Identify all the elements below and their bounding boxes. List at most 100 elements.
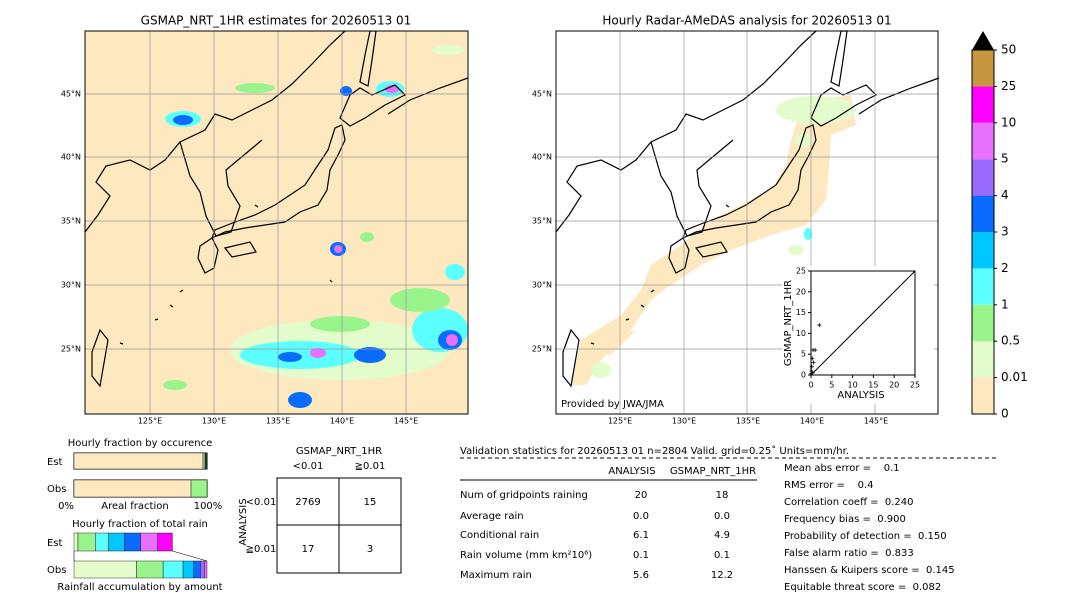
- colorbar-segment: [972, 341, 994, 378]
- fraction-segment: [108, 532, 125, 552]
- caption: Rainfall accumulation by amount: [57, 582, 222, 593]
- lon-label: 125°E: [608, 417, 632, 426]
- x-tick-label: 25: [910, 381, 920, 390]
- map-grid: [556, 31, 938, 414]
- lat-label: 25°N: [61, 345, 81, 354]
- colorbar-segment: [972, 159, 994, 196]
- fraction-segment: [124, 532, 141, 552]
- scatter-frame: [810, 270, 916, 376]
- x-tick-label: 5: [829, 381, 834, 390]
- gsmap-value: 0.1: [714, 550, 730, 561]
- colorbar-segment: [972, 377, 994, 414]
- colorbar-segment: [972, 86, 994, 123]
- row-axis-label: ANALYSIS: [238, 498, 249, 545]
- colorbar-label: 25: [1001, 79, 1016, 93]
- analysis-value: 0.1: [633, 550, 649, 561]
- fraction-segment: [204, 560, 208, 579]
- fraction-segment: [77, 532, 96, 552]
- scatter-point: [809, 371, 813, 376]
- score: Mean abs error = 0.1: [784, 463, 900, 474]
- y-axis-label: GSMAP_NRT_1HR: [783, 280, 794, 366]
- colorbar-label: 4: [1001, 188, 1009, 202]
- lat-label: 35°N: [61, 217, 81, 226]
- fraction-segment: [204, 452, 208, 470]
- panel-title: Hourly fraction of total rain: [72, 519, 208, 530]
- colorbar-label: 5: [1001, 152, 1009, 166]
- map-title: GSMAP_NRT_1HR estimates for 20260513 01: [141, 14, 412, 28]
- y-tick-label: 5: [801, 350, 806, 359]
- fraction-segment: [73, 452, 204, 470]
- lon-label: 140°E: [330, 417, 354, 426]
- lon-label: 145°E: [394, 417, 418, 426]
- y-tick-label: 10: [796, 329, 806, 338]
- lon-label: 130°E: [672, 417, 696, 426]
- row-label: <0.01: [246, 497, 277, 508]
- lon-label: 145°E: [864, 417, 888, 426]
- lat-label: 30°N: [532, 281, 552, 290]
- fraction-segment: [73, 479, 192, 498]
- fraction-segment: [73, 532, 79, 552]
- row-label: Est: [47, 538, 63, 549]
- validation-stats: Validation statistics for 20260513 01 n=…: [460, 445, 996, 593]
- row-label: Obs: [47, 484, 66, 495]
- gsmap-value: 4.9: [714, 530, 730, 541]
- cell: 3: [367, 544, 373, 555]
- cell: 17: [302, 544, 315, 555]
- column-label: ≧0.01: [355, 461, 386, 472]
- gsmap-value: 12.2: [711, 570, 733, 581]
- y-tick-label: 25: [796, 267, 806, 276]
- x-tick-label: 10: [848, 381, 858, 390]
- lon-label: 140°E: [800, 417, 824, 426]
- axis-label: Areal fraction: [101, 501, 168, 512]
- score: Probability of detection = 0.150: [784, 531, 947, 542]
- map-title: Hourly Radar-AMeDAS analysis for 2026051…: [602, 14, 891, 28]
- scatter-point: [809, 368, 814, 373]
- colorbar-label: 50: [1001, 43, 1016, 57]
- score: RMS error = 0.4: [784, 480, 874, 491]
- fraction-segment: [200, 560, 205, 579]
- score: Frequency bias = 0.900: [784, 514, 906, 525]
- left-map: GSMAP_NRT_1HR estimates for 20260513 01: [84, 14, 469, 415]
- fraction-segment: [182, 560, 194, 579]
- colorbar-segment: [972, 268, 994, 305]
- x-tick-label: 0: [808, 381, 813, 390]
- row-label: ≧0.01: [246, 544, 277, 555]
- credit: Provided by JWA/JMA: [561, 399, 664, 410]
- lon-label: 135°E: [266, 417, 290, 426]
- connector: [172, 550, 208, 562]
- lat-label: 35°N: [532, 217, 552, 226]
- analysis-value: 0.0: [633, 511, 649, 522]
- colorbar-segment: [972, 304, 994, 342]
- y-tick-label: 0: [801, 371, 806, 380]
- fraction-segment: [162, 560, 184, 579]
- stats-header: Validation statistics for 20260513 01 n=…: [460, 445, 849, 457]
- panel-title: Hourly fraction by occurence: [68, 438, 212, 449]
- lat-label: 45°N: [61, 90, 81, 99]
- fraction-segment: [157, 532, 173, 552]
- y-tick-label: 15: [796, 308, 806, 317]
- analysis-value: 6.1: [633, 530, 649, 541]
- colorbar-extend: [972, 31, 994, 50]
- row-label: Conditional rain: [460, 530, 539, 541]
- colorbar-segment: [972, 195, 994, 232]
- lat-label: 40°N: [61, 153, 81, 162]
- fraction-segment: [140, 532, 158, 552]
- score: Correlation coeff = 0.240: [784, 497, 914, 508]
- analysis-value: 20: [635, 490, 648, 501]
- inset-background: [782, 266, 934, 404]
- scatter-point: [811, 360, 816, 365]
- row-label: Rain volume (mm km²10⁶): [460, 550, 592, 561]
- column-label: <0.01: [293, 461, 324, 472]
- lon-label: 130°E: [202, 417, 226, 426]
- score: Hanssen & Kuipers score = 0.145: [784, 565, 955, 576]
- colorbar-segment: [972, 122, 994, 160]
- cell: 2769: [295, 497, 320, 508]
- colorbar-segment: [972, 50, 994, 87]
- map-frame: [555, 30, 939, 415]
- colorbar-label: 0.5: [1001, 334, 1020, 348]
- colorbar-label: 0: [1001, 407, 1009, 421]
- colorbar-label: 10: [1001, 115, 1016, 129]
- axis-label: 100%: [194, 501, 223, 512]
- colorbar-segment: [972, 232, 994, 269]
